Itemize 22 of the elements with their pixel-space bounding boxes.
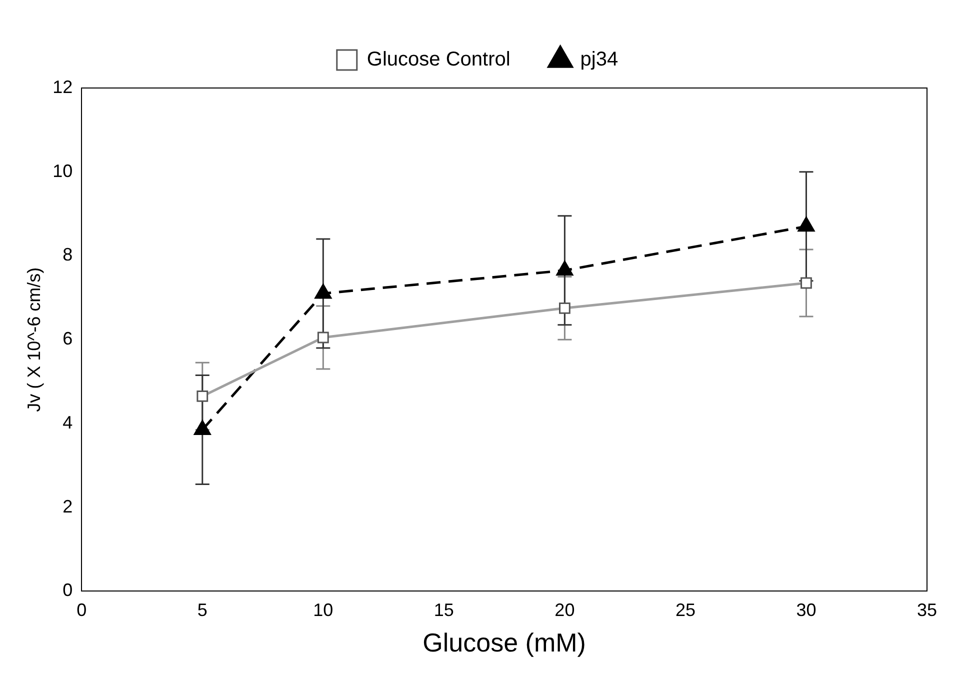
x-tick-label: 10 <box>313 600 334 620</box>
y-tick-label: 10 <box>52 160 73 181</box>
x-tick-label: 5 <box>197 600 208 620</box>
x-axis-title: Glucose (mM) <box>422 628 586 658</box>
x-tick-label: 0 <box>76 600 87 620</box>
x-tick-label: 15 <box>434 600 454 620</box>
legend-label: pj34 <box>580 48 618 71</box>
y-axis-title: Jv ( X 10^-6 cm/s) <box>24 267 44 412</box>
x-tick-label: 35 <box>916 600 938 620</box>
x-tick-label: 25 <box>675 600 696 620</box>
y-tick-label: 2 <box>62 496 73 516</box>
y-tick-label: 8 <box>62 244 73 265</box>
point <box>314 284 332 299</box>
x-tick-label: 30 <box>796 600 816 620</box>
y-tick-label: 6 <box>62 328 73 349</box>
point <box>556 260 574 276</box>
y-tick-label: 4 <box>62 412 73 432</box>
legend-label: Glucose Control <box>366 48 510 71</box>
x-tick-label: 20 <box>554 600 575 620</box>
point <box>798 216 815 232</box>
y-tick-label: 0 <box>62 580 73 600</box>
y-tick-label: 12 <box>52 76 73 97</box>
